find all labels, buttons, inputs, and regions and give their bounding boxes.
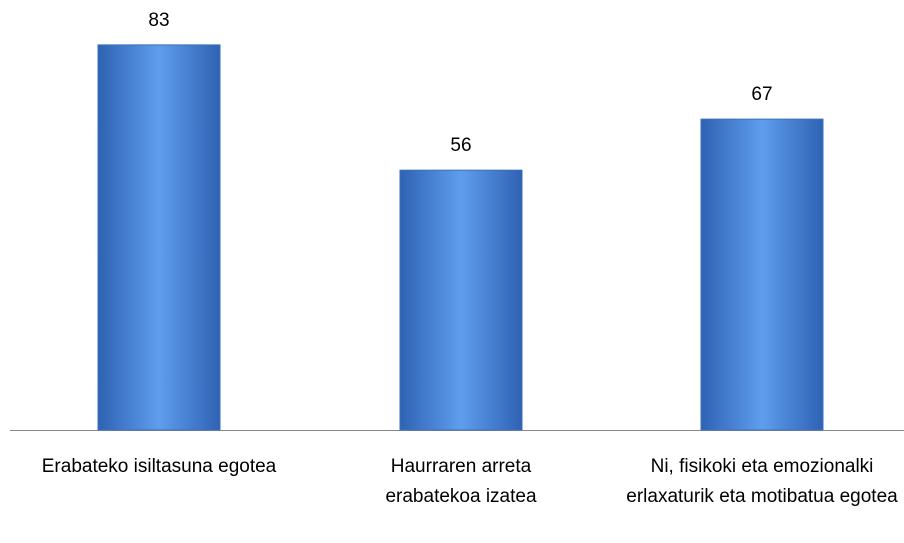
- x-tick-label: Haurraren arreta erabatekoa izatea: [385, 456, 537, 507]
- data-label: 67: [751, 84, 772, 105]
- bar: [700, 118, 824, 431]
- data-label: 56: [450, 135, 471, 156]
- x-tick-label: Erabateko isiltasuna egotea: [41, 456, 277, 477]
- bar: [399, 169, 523, 431]
- x-tick-label: Ni, fisikoki eta emozionalki erlaxaturik…: [626, 456, 898, 507]
- data-label: 83: [148, 10, 169, 31]
- bar: [97, 44, 221, 431]
